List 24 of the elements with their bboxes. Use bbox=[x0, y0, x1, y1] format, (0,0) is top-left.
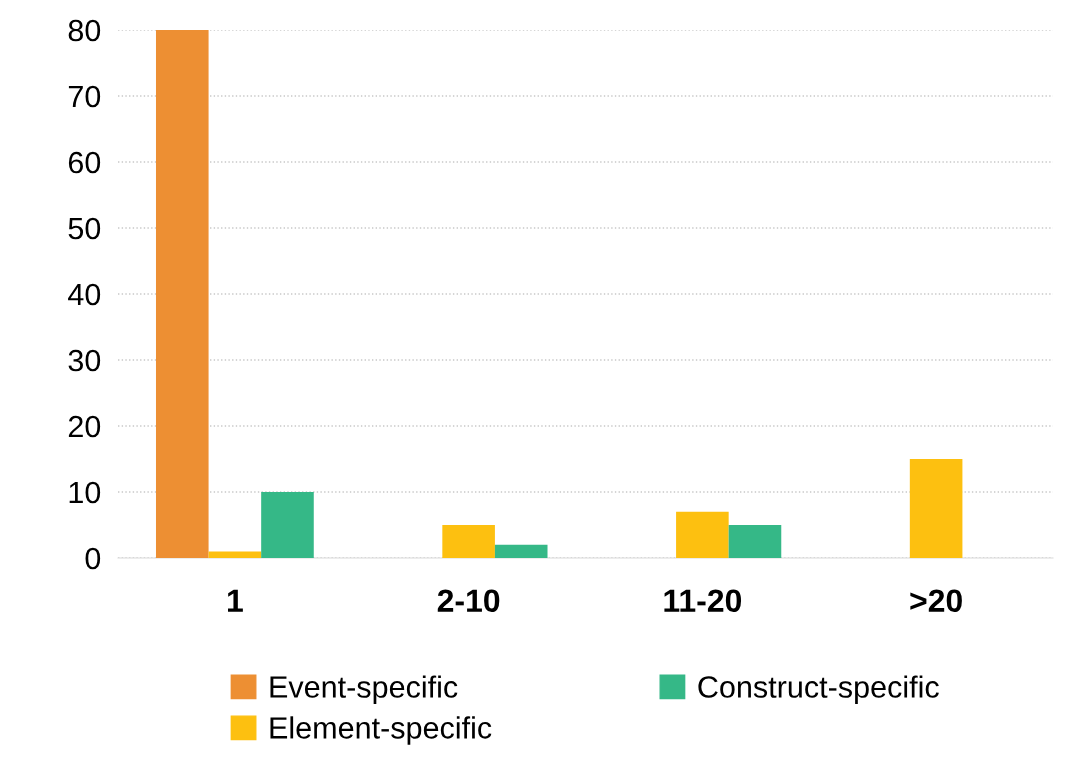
legend-label: Event-specific bbox=[270, 675, 458, 704]
y-tick-label: 20 bbox=[68, 415, 101, 438]
y-tick-label: 70 bbox=[68, 85, 101, 108]
bar bbox=[909, 459, 963, 558]
bar bbox=[494, 544, 548, 558]
y-tick-label: 30 bbox=[68, 349, 101, 372]
bar bbox=[676, 511, 729, 558]
x-tick-label: 2-10 bbox=[437, 589, 500, 613]
bar bbox=[155, 30, 209, 558]
legend-label: Element-specific bbox=[270, 716, 492, 745]
x-tick-label: 11-20 bbox=[664, 589, 742, 613]
y-tick-label: 40 bbox=[68, 283, 101, 306]
legend-label: Construct-specific bbox=[698, 675, 939, 704]
x-tick-label: 1 bbox=[228, 589, 243, 612]
y-tick-label: 80 bbox=[68, 19, 101, 42]
bar bbox=[442, 525, 495, 558]
bar bbox=[208, 551, 262, 558]
bar bbox=[728, 525, 782, 558]
y-tick-label: 10 bbox=[69, 481, 101, 504]
y-tick-label: 0 bbox=[85, 547, 101, 570]
y-tick-label: 50 bbox=[68, 217, 101, 240]
x-tick-label: >20 bbox=[910, 589, 962, 613]
y-tick-label: 60 bbox=[68, 151, 101, 174]
bar bbox=[261, 492, 314, 558]
